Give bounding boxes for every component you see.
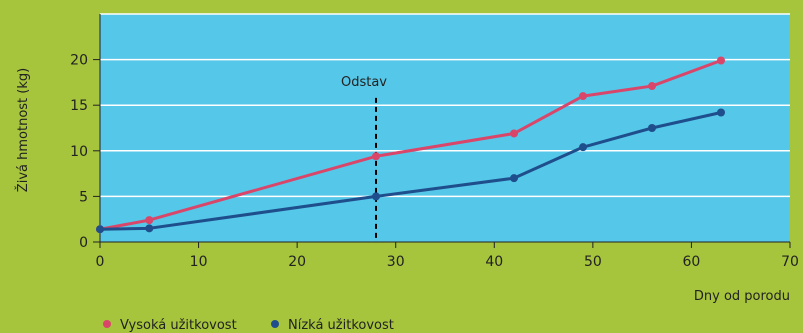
y-axis: 0 5 10 15 20 <box>70 14 101 251</box>
x-tick-label: 50 <box>584 254 602 270</box>
x-tick-label: 10 <box>190 254 208 270</box>
data-point <box>145 224 154 233</box>
series-lines <box>96 56 725 234</box>
y-tick-label: 0 <box>79 235 88 251</box>
data-point <box>648 82 656 91</box>
legend-marker <box>271 320 279 328</box>
y-axis-title: Živá hmotnost (kg) <box>15 68 31 192</box>
annotations: Odstav <box>341 75 387 242</box>
y-tick-label: 15 <box>70 98 88 114</box>
y-tick-label: 5 <box>79 189 88 205</box>
x-axis-title: Dny od porodu <box>694 289 790 304</box>
data-point <box>717 56 725 65</box>
data-point <box>372 152 380 161</box>
data-point <box>579 143 587 152</box>
legend-label: Nízká užitkovost <box>288 318 394 333</box>
weaning-marker-label: Odstav <box>341 75 387 90</box>
data-point <box>510 174 518 183</box>
x-axis: 0 10 20 30 40 50 60 70 <box>96 241 799 270</box>
grid-lines <box>100 13 790 198</box>
data-point <box>96 225 104 234</box>
data-point <box>717 108 725 117</box>
legend: Vysoká užitkovost Nízká užitkovost <box>103 318 394 333</box>
plot-area <box>100 14 790 242</box>
data-point <box>372 192 380 201</box>
y-tick-label: 10 <box>70 144 88 160</box>
x-tick-label: 30 <box>387 254 405 270</box>
data-point <box>145 216 154 225</box>
x-tick-label: 40 <box>485 254 503 270</box>
data-point <box>579 92 587 101</box>
x-tick-label: 20 <box>288 254 306 270</box>
data-point <box>648 124 656 132</box>
x-tick-label: 0 <box>96 254 105 270</box>
y-tick-label: 20 <box>70 53 88 69</box>
data-point <box>510 129 518 138</box>
x-tick-label: 60 <box>683 254 701 270</box>
legend-marker <box>103 320 111 328</box>
legend-label: Vysoká užitkovost <box>120 318 237 333</box>
x-tick-label: 70 <box>781 254 799 270</box>
